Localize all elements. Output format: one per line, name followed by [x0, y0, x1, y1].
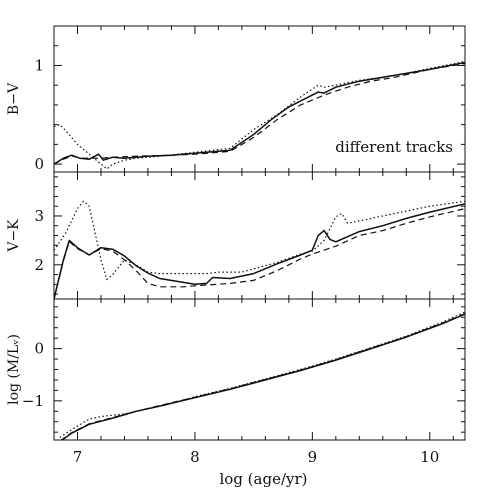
series-line-dotted: [59, 311, 465, 438]
y-axis-label: V−K: [6, 219, 22, 253]
y-tick-label: 1: [34, 56, 44, 74]
panel-frame-3: [53, 298, 466, 441]
series-line-dotted: [54, 200, 465, 281]
x-tick-label: 8: [190, 448, 200, 466]
x-axis-label: log (age/yr): [219, 470, 307, 488]
y-tick-label: 0: [34, 155, 44, 173]
y-axis-label: log (M/Lᵥ): [6, 334, 22, 405]
series-line-solid: [60, 313, 465, 440]
series-line-dashed: [60, 313, 465, 440]
y-tick-label: 2: [34, 256, 44, 274]
series-line-dashed: [54, 62, 465, 165]
y-axis-label: B−V: [6, 82, 22, 115]
x-tick-label: 10: [420, 448, 439, 466]
series-line-dashed: [54, 208, 465, 299]
series-line-solid: [54, 203, 465, 299]
annotation-label: different tracks: [335, 138, 453, 156]
y-tick-label: 0: [34, 340, 44, 358]
x-tick-label: 7: [73, 448, 83, 466]
panel-frame-2: [53, 171, 466, 300]
series-line-dotted: [54, 60, 465, 170]
y-tick-label: 3: [34, 207, 44, 225]
x-tick-label: 9: [308, 448, 318, 466]
y-tick-label: −1: [22, 392, 44, 410]
